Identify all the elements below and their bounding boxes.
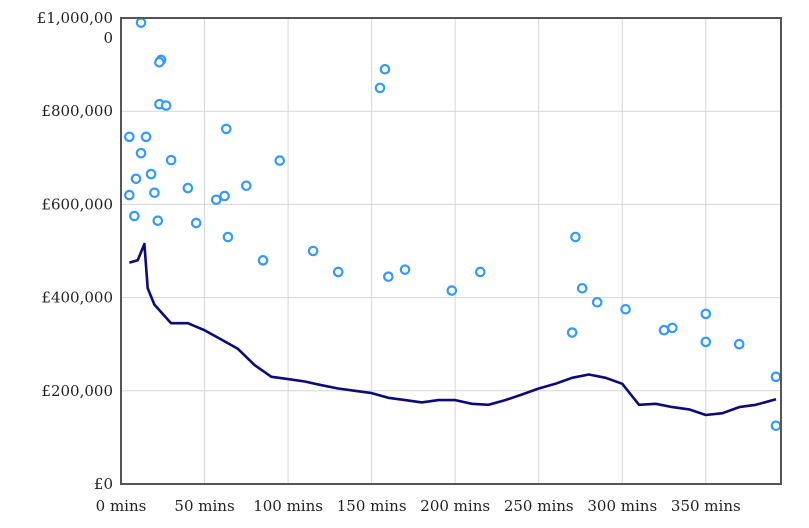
scatter-point bbox=[591, 296, 603, 308]
scatter-point bbox=[149, 187, 160, 199]
x-tick-label: 50 mins bbox=[174, 497, 234, 515]
scatter-point bbox=[566, 327, 578, 338]
scatter-point bbox=[658, 324, 670, 336]
scatter-point bbox=[576, 282, 588, 294]
scatter-point bbox=[124, 189, 135, 201]
x-tick-label: 350 mins bbox=[671, 497, 741, 515]
y-axis-labels: £0 £200,000 £400,000 £600,000 £800,000 £1,000… bbox=[37, 9, 113, 493]
scatter-point bbox=[700, 308, 712, 320]
scatter-point bbox=[474, 266, 486, 278]
scatter-point bbox=[130, 173, 142, 185]
scatter-point bbox=[182, 182, 194, 194]
scatter-point bbox=[129, 210, 140, 222]
scatter-point bbox=[160, 100, 172, 111]
scatter-point bbox=[241, 180, 252, 192]
grid-lines bbox=[120, 17, 781, 485]
scatter-point bbox=[140, 131, 152, 143]
y-tick-label: £0 bbox=[94, 475, 113, 493]
plot-frame bbox=[120, 17, 782, 485]
y-tick-label: £200,000 bbox=[41, 382, 113, 400]
x-tick-label: 250 mins bbox=[504, 497, 574, 515]
y-tick-label: £600,000 bbox=[41, 195, 113, 213]
scatter-point bbox=[770, 420, 782, 432]
scatter-point bbox=[219, 190, 230, 202]
y-tick-label: £400,000 bbox=[41, 289, 113, 307]
scatter-point bbox=[190, 217, 202, 229]
scatter-point bbox=[257, 255, 269, 266]
scatter-point bbox=[570, 231, 581, 243]
scatter-point bbox=[135, 17, 147, 28]
scatter-point bbox=[210, 194, 222, 206]
scatter-point bbox=[220, 123, 232, 135]
scatter-point bbox=[135, 147, 147, 159]
x-tick-label: 150 mins bbox=[337, 497, 407, 515]
scatter-point bbox=[145, 168, 157, 180]
scatter-point bbox=[667, 322, 678, 334]
x-axis-labels: 0 mins 50 mins 100 mins 150 mins 200 mins 250… bbox=[96, 497, 741, 515]
scatter-point bbox=[332, 266, 344, 278]
scatter-point bbox=[700, 336, 712, 348]
scatter-point bbox=[620, 303, 631, 315]
scatter-point bbox=[383, 271, 394, 282]
trend-line-group bbox=[129, 242, 777, 417]
x-tick-label: 300 mins bbox=[587, 497, 657, 515]
scatter-point bbox=[124, 131, 135, 143]
x-tick-label: 200 mins bbox=[420, 497, 490, 515]
scatter-point bbox=[307, 245, 319, 257]
scatter-point bbox=[165, 154, 177, 166]
scatter-point bbox=[154, 56, 165, 68]
scatter-points bbox=[124, 17, 782, 432]
y-tick-label: £800,000 bbox=[41, 102, 113, 120]
y-tick-label: £1,000,00 0 bbox=[37, 9, 113, 47]
scatter-point bbox=[374, 82, 386, 94]
scatter-point bbox=[222, 231, 234, 243]
x-tick-label: 0 mins bbox=[96, 497, 147, 515]
scatter-point bbox=[399, 264, 411, 275]
scatter-point bbox=[770, 371, 782, 383]
trend-line bbox=[129, 242, 777, 417]
scatter-point bbox=[733, 338, 745, 350]
scatter-point bbox=[152, 215, 164, 227]
scatter-point bbox=[379, 63, 391, 75]
x-tick-label: 100 mins bbox=[253, 497, 323, 515]
scatter-point bbox=[446, 285, 458, 296]
scatter-point bbox=[274, 155, 286, 166]
